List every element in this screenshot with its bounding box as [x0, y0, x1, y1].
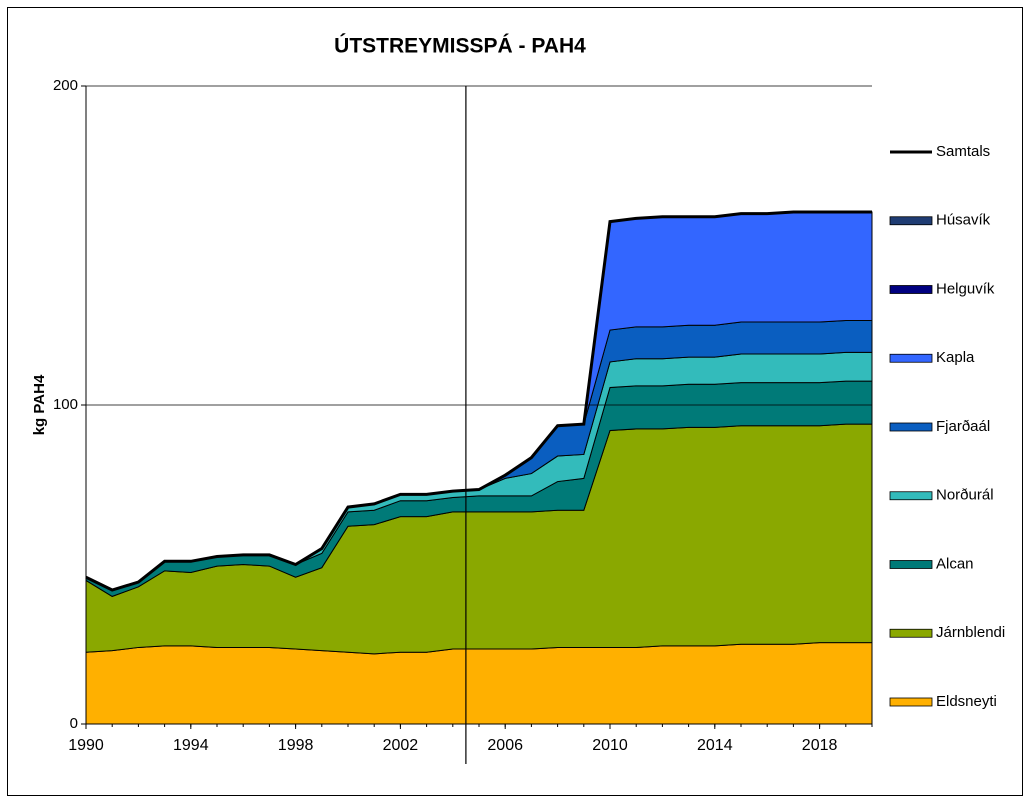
- legend-label: Fjarðaál: [936, 418, 990, 435]
- x-tick-label: 2010: [592, 737, 628, 754]
- x-tick-label: 2014: [697, 737, 733, 754]
- legend-label: Samtals: [936, 143, 990, 160]
- x-tick-label: 1994: [173, 737, 209, 754]
- area: [85, 642, 873, 725]
- x-tick-label: 1990: [68, 737, 104, 754]
- x-tick-label: 2006: [487, 737, 523, 754]
- legend-swatch: [889, 353, 933, 363]
- legend-swatch: [889, 422, 933, 432]
- legend-swatch: [889, 697, 933, 707]
- legend-label: Helguvík: [936, 280, 995, 297]
- legend-label: Kapla: [936, 349, 975, 366]
- line: [85, 210, 872, 592]
- legend-swatch: [889, 491, 933, 501]
- y-tick-label: 0: [70, 715, 78, 732]
- y-tick-label: 100: [53, 396, 78, 413]
- legend-swatch: [889, 216, 933, 226]
- y-axis-label: kg PAH4: [31, 374, 48, 435]
- x-tick-label: 1998: [278, 737, 314, 754]
- legend-swatch: [889, 628, 933, 638]
- y-tick-label: 200: [53, 77, 78, 94]
- legend-swatch: [889, 560, 933, 569]
- legend-label: Eldsneyti: [936, 693, 997, 710]
- x-tick-label: 2002: [383, 737, 419, 754]
- legend-label: Norðurál: [936, 487, 994, 504]
- chart-title: ÚTSTREYMISSPÁ - PAH4: [334, 34, 586, 58]
- x-tick-label: 2018: [802, 737, 838, 754]
- legend-label: Járnblendi: [936, 624, 1005, 641]
- legend-label: Alcan: [936, 555, 974, 572]
- legend-swatch: [889, 285, 933, 294]
- legend-label: Húsavík: [936, 212, 991, 229]
